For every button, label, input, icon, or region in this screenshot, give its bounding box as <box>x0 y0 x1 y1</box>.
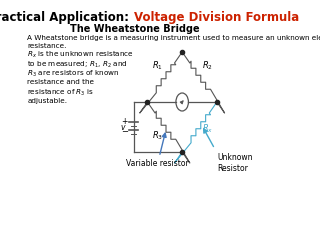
Text: $R_2$: $R_2$ <box>202 60 212 72</box>
Text: $R_x$ is the unknown resistance: $R_x$ is the unknown resistance <box>27 50 134 60</box>
Text: resistance and the: resistance and the <box>27 78 94 84</box>
Text: $R_x$: $R_x$ <box>202 123 214 135</box>
Text: A Wheatstone bridge is a measuring instrument used to measure an unknown electri: A Wheatstone bridge is a measuring instr… <box>27 35 320 49</box>
Text: v: v <box>120 122 124 132</box>
Text: adjustable.: adjustable. <box>27 97 67 103</box>
Text: $R_3$ are resistors of known: $R_3$ are resistors of known <box>27 69 120 79</box>
Text: −: − <box>121 127 128 137</box>
Text: resistance of $R_3$ is: resistance of $R_3$ is <box>27 88 94 98</box>
Text: Voltage Division Formula: Voltage Division Formula <box>133 11 299 24</box>
Text: Practical Application:: Practical Application: <box>0 11 133 24</box>
Text: The Wheatstone Bridge: The Wheatstone Bridge <box>70 24 200 34</box>
Text: +: + <box>122 118 128 126</box>
Text: Variable resistor: Variable resistor <box>126 159 189 168</box>
Text: $R_1$: $R_1$ <box>152 60 163 72</box>
Text: $R_3$: $R_3$ <box>152 130 163 143</box>
Text: Unknown
Resistor: Unknown Resistor <box>218 153 253 173</box>
Text: to be measured; $R_1$, $R_2$ and: to be measured; $R_1$, $R_2$ and <box>27 60 128 70</box>
